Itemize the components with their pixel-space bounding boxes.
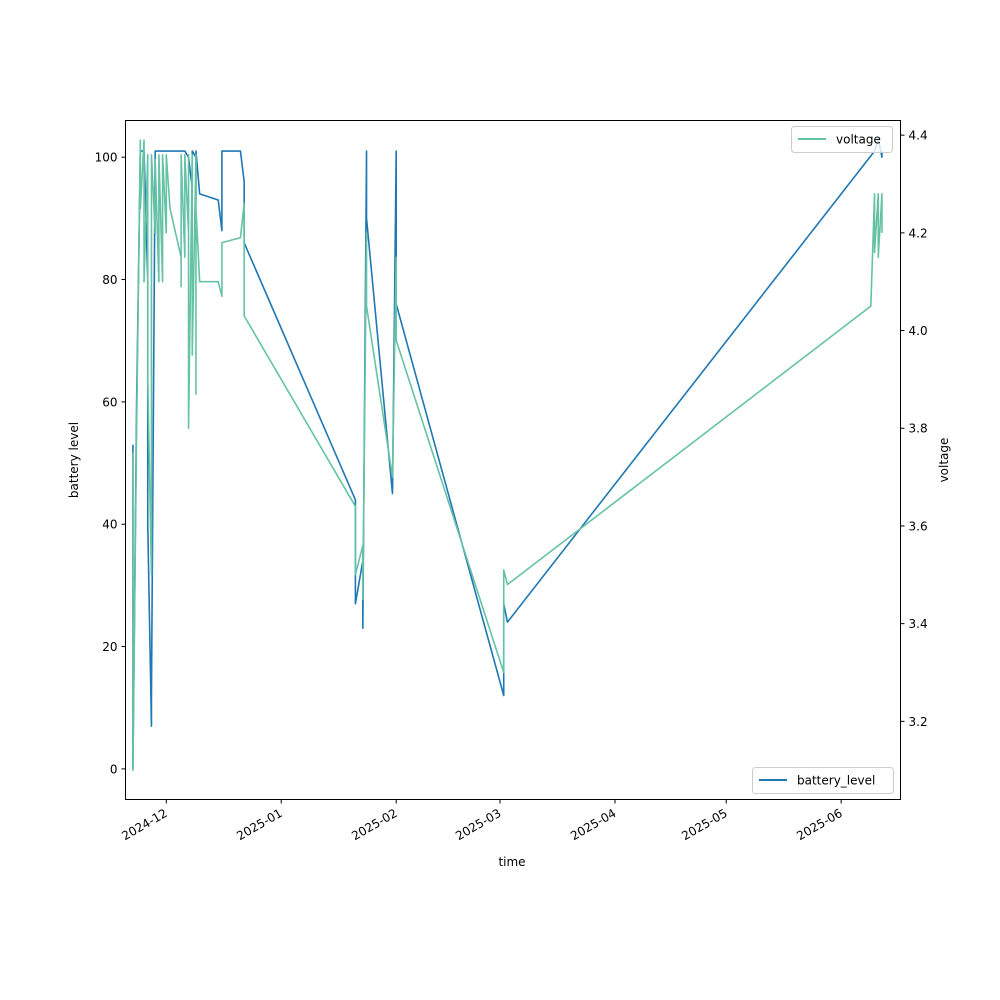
y-left-tick-label: 40: [102, 518, 117, 532]
y-left-axis-title: battery level: [67, 422, 81, 498]
y-right-tick-label: 3.8: [909, 422, 928, 436]
legend-battery-level: battery_level: [752, 767, 894, 794]
x-tick-label: 2025-01: [234, 806, 284, 843]
y-right-tick-label: 3.6: [909, 519, 928, 533]
y-left-axis: 0 20 40 60 80 100: [95, 151, 126, 776]
legend-voltage-label: voltage: [836, 133, 881, 147]
y-right-tick-label: 4.2: [909, 226, 928, 240]
legend-battery-level-box: [752, 767, 894, 794]
series-line-battery-level: [132, 138, 883, 770]
x-tick-label: 2025-05: [679, 806, 729, 843]
x-tick-label: 2025-03: [453, 806, 503, 843]
x-axis: 2024-12 2025-01 2025-02 2025-03 2025-04 2025-…: [119, 799, 845, 843]
x-tick-label: 2025-04: [568, 806, 618, 843]
plot-lines: [132, 138, 883, 771]
y-left-tick-label: 60: [102, 395, 117, 409]
y-left-tick-label: 20: [102, 640, 117, 654]
y-left-tick-label: 0: [110, 762, 118, 776]
y-right-tick-label: 3.2: [909, 715, 928, 729]
y-right-axis: 3.2 3.4 3.6 3.8 4.0 4.2 4.4: [900, 129, 928, 729]
y-left-tick-label: 100: [95, 151, 118, 165]
y-right-tick-label: 3.4: [909, 617, 928, 631]
y-right-axis-title: voltage: [937, 438, 951, 483]
x-tick-label: 2025-06: [794, 806, 844, 843]
y-right-tick-label: 4.0: [909, 324, 928, 338]
series-line-voltage: [132, 139, 883, 771]
y-left-tick-label: 80: [102, 273, 117, 287]
legend-voltage-box: [791, 126, 893, 153]
y-right-tick-label: 4.4: [909, 129, 928, 143]
x-tick-label: 2024-12: [119, 806, 169, 843]
x-tick-label: 2025-02: [349, 806, 399, 843]
legend-voltage: voltage: [791, 126, 893, 153]
legend-battery-level-label: battery_level: [797, 774, 875, 788]
x-axis-title: time: [498, 855, 525, 869]
plot-frame: [125, 120, 901, 800]
